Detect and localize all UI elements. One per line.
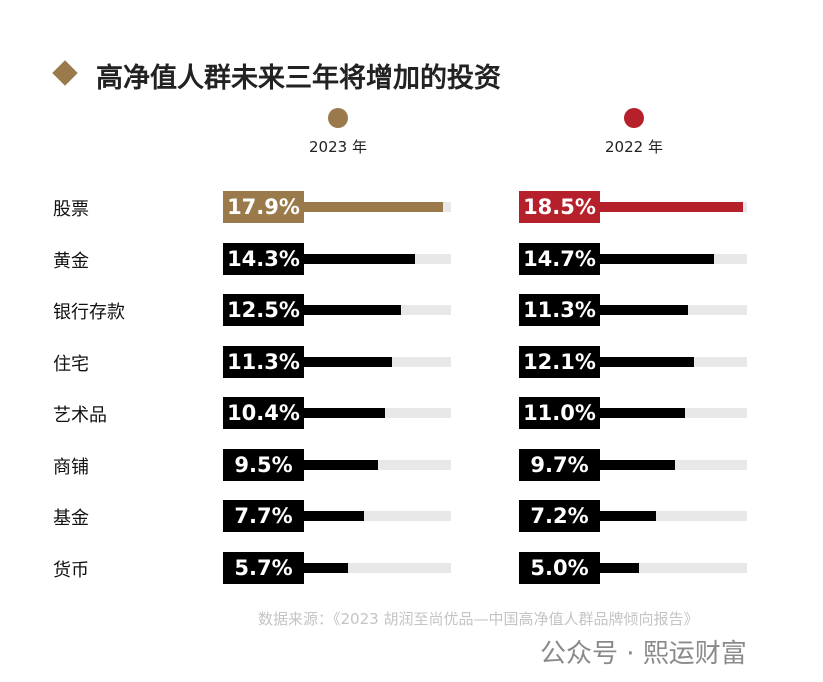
data-label: 11.3% — [519, 294, 600, 326]
legend-dot — [328, 108, 348, 128]
data-label: 12.5% — [223, 294, 304, 326]
data-label: 12.1% — [519, 345, 600, 378]
data-label: 9.7% — [519, 448, 600, 481]
bar — [223, 356, 392, 367]
data-label: 17.9% — [223, 191, 304, 223]
category-label: 银行存款 — [53, 302, 125, 323]
bar — [223, 202, 443, 212]
data-label: 5.7% — [223, 551, 304, 584]
data-label: 7.7% — [223, 500, 304, 532]
category-label: 住宅 — [53, 353, 89, 375]
bar — [519, 202, 744, 212]
bar — [519, 408, 686, 418]
source-note: 数据来源：《2023 胡润至尚优品—中国高净值人群品牌倾向报告》 — [258, 610, 699, 628]
diamond-icon — [52, 60, 78, 86]
bar — [223, 305, 401, 315]
data-label: 11.0% — [519, 397, 600, 429]
bar — [223, 253, 415, 264]
data-label: 10.4% — [223, 397, 304, 429]
bar — [519, 253, 714, 264]
legend-dot — [624, 108, 644, 128]
category-label: 基金 — [53, 508, 89, 529]
category-label: 商铺 — [53, 456, 89, 478]
data-label: 14.7% — [519, 242, 600, 275]
bar — [519, 356, 694, 367]
data-label: 18.5% — [519, 191, 600, 223]
category-label: 货币 — [53, 559, 89, 581]
bar — [519, 305, 688, 315]
data-label: 14.3% — [223, 242, 304, 275]
chart-title: 高净值人群未来三年将增加的投资 — [96, 63, 501, 94]
data-label: 9.5% — [223, 448, 304, 481]
watermark: 公众号 · 熙运财富 — [540, 639, 747, 669]
data-label: 5.0% — [519, 551, 600, 584]
category-label: 股票 — [53, 199, 89, 220]
category-label: 艺术品 — [53, 405, 107, 426]
data-label: 7.2% — [519, 500, 600, 532]
data-label: 11.3% — [223, 345, 304, 378]
legend-label: 2022 年 — [605, 138, 663, 156]
category-label: 黄金 — [53, 250, 89, 272]
legend-label: 2023 年 — [309, 138, 367, 156]
